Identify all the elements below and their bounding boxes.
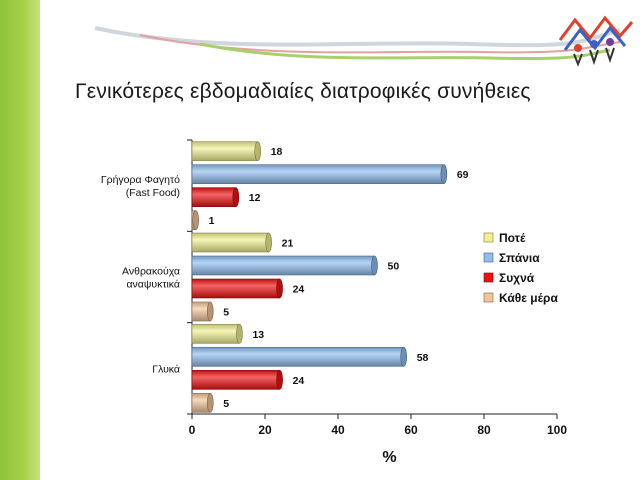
legend-label: Συχνά [499, 271, 535, 285]
plot-area [187, 139, 558, 419]
bar-end-cap [276, 278, 283, 299]
x-tick-label: 0 [189, 423, 196, 437]
category-label: (Fast Food) [126, 187, 180, 199]
data-label: 50 [388, 261, 400, 273]
data-label: 5 [223, 398, 229, 410]
legend-swatch [483, 252, 494, 263]
data-label: 5 [223, 307, 229, 319]
left-accent-bar [0, 0, 40, 480]
data-label: 69 [457, 169, 469, 181]
bar [191, 255, 375, 276]
category-label: Γρήγορα Φαγητό [101, 174, 180, 186]
x-tick-label: 20 [258, 423, 272, 437]
data-label: 13 [252, 329, 264, 341]
category-label: Γλυκά [152, 363, 180, 375]
bar [191, 324, 240, 344]
decorative-swoosh [94, 26, 621, 48]
data-label: 24 [293, 284, 305, 296]
bar-end-cap [440, 164, 448, 184]
data-label: 18 [271, 146, 283, 158]
category-label: Ανθρακούχα [122, 266, 180, 278]
bar-end-cap [371, 255, 378, 276]
x-tick-label: 80 [477, 423, 491, 437]
children-logo-icon [558, 15, 634, 67]
slide-title: Γενικότερες εβδομαδιαίες διατροφικές συν… [75, 80, 531, 103]
header-decoration [94, 15, 634, 67]
bar-end-cap [276, 370, 283, 390]
data-label: 24 [293, 375, 305, 387]
data-label: 1 [209, 215, 215, 227]
legend-swatch [483, 292, 494, 303]
bar-end-cap [400, 347, 408, 367]
legend-swatch [483, 272, 494, 283]
bar-end-cap [265, 232, 272, 253]
data-label: 12 [249, 192, 261, 204]
x-tick-labels: 0 20 40 60 80 100 [189, 423, 568, 437]
legend-label: Ποτέ [499, 231, 526, 245]
category-labels: Γρήγορα Φαγητό(Fast Food) Ανθρακούχααναψυ… [101, 174, 180, 375]
bar-series-group: 18 69 12 1 21 50 24 5 13 58 24 5 [191, 141, 469, 413]
x-tick-label: 100 [547, 423, 567, 437]
bar-end-cap [254, 141, 262, 161]
x-tick-label: 40 [331, 423, 345, 437]
category-label: αναψυκτικά [126, 279, 180, 291]
bar-end-cap [206, 301, 214, 322]
bar [191, 347, 404, 367]
bar [191, 141, 258, 161]
legend-label: Σπάνια [499, 251, 540, 265]
legend-swatch [483, 232, 494, 243]
x-axis-label: % [382, 449, 396, 466]
bar [191, 164, 445, 184]
bar-end-cap [232, 187, 240, 207]
bar-end-cap [192, 210, 199, 230]
data-label: 21 [282, 238, 294, 250]
legend-label: Κάθε μέρα [499, 291, 558, 305]
bar [191, 370, 280, 390]
legend: Ποτέ Σπάνια Συχνά Κάθε μέρα [483, 231, 558, 305]
bar [191, 278, 280, 299]
data-label: 58 [417, 352, 429, 364]
bar-end-cap [206, 393, 214, 413]
bar [191, 187, 237, 207]
x-tick-label: 60 [404, 423, 418, 437]
bar-end-cap [236, 324, 243, 344]
bar [191, 232, 269, 253]
